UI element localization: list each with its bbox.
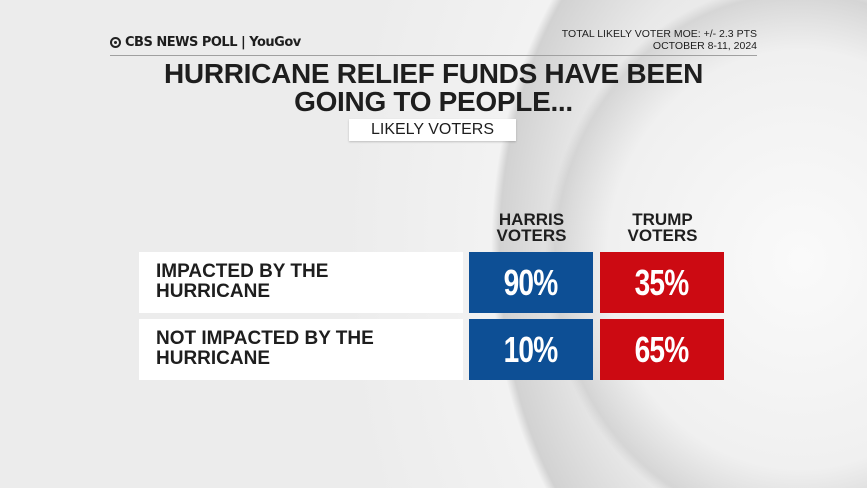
value-label: 90% xyxy=(504,262,559,303)
chart-title: HURRICANE RELIEF FUNDS HAVE BEEN GOING T… xyxy=(0,60,867,116)
value-cell: 65% xyxy=(600,319,724,380)
value-cell: 90% xyxy=(469,252,593,313)
value-label: 10% xyxy=(504,329,559,370)
row-label-text: IMPACTED BY THE HURRICANE xyxy=(156,261,329,302)
column-header-text: HARRIS VOTERS xyxy=(496,210,567,245)
row-label: NOT IMPACTED BY THE HURRICANE xyxy=(139,319,463,380)
moe-text: TOTAL LIKELY VOTER MOE: +/- 2.3 PTS xyxy=(561,28,757,40)
row-label-text: NOT IMPACTED BY THE HURRICANE xyxy=(156,328,374,369)
subtitle-badge: LIKELY VOTERS xyxy=(349,119,516,141)
poll-meta: TOTAL LIKELY VOTER MOE: +/- 2.3 PTS OCTO… xyxy=(562,28,757,52)
header-divider xyxy=(110,55,757,56)
column-header: TRUMP VOTERS xyxy=(600,210,725,245)
background-swoosh xyxy=(380,0,867,488)
cbs-yougov-logo: CBS NEWS POLL | YouGov xyxy=(110,35,301,50)
row-label: IMPACTED BY THE HURRICANE xyxy=(139,252,463,313)
logo-text: CBS NEWS POLL | YouGov xyxy=(125,35,301,50)
column-header: HARRIS VOTERS xyxy=(469,210,594,245)
value-cell: 10% xyxy=(469,319,593,380)
value-label: 65% xyxy=(635,329,690,370)
value-cell: 35% xyxy=(600,252,724,313)
poll-dates: OCTOBER 8-11, 2024 xyxy=(652,40,757,52)
column-header-text: TRUMP VOTERS xyxy=(627,210,698,245)
cbs-eye-icon xyxy=(110,37,121,48)
chart-title-text: HURRICANE RELIEF FUNDS HAVE BEEN GOING T… xyxy=(163,58,704,117)
value-label: 35% xyxy=(635,262,690,303)
